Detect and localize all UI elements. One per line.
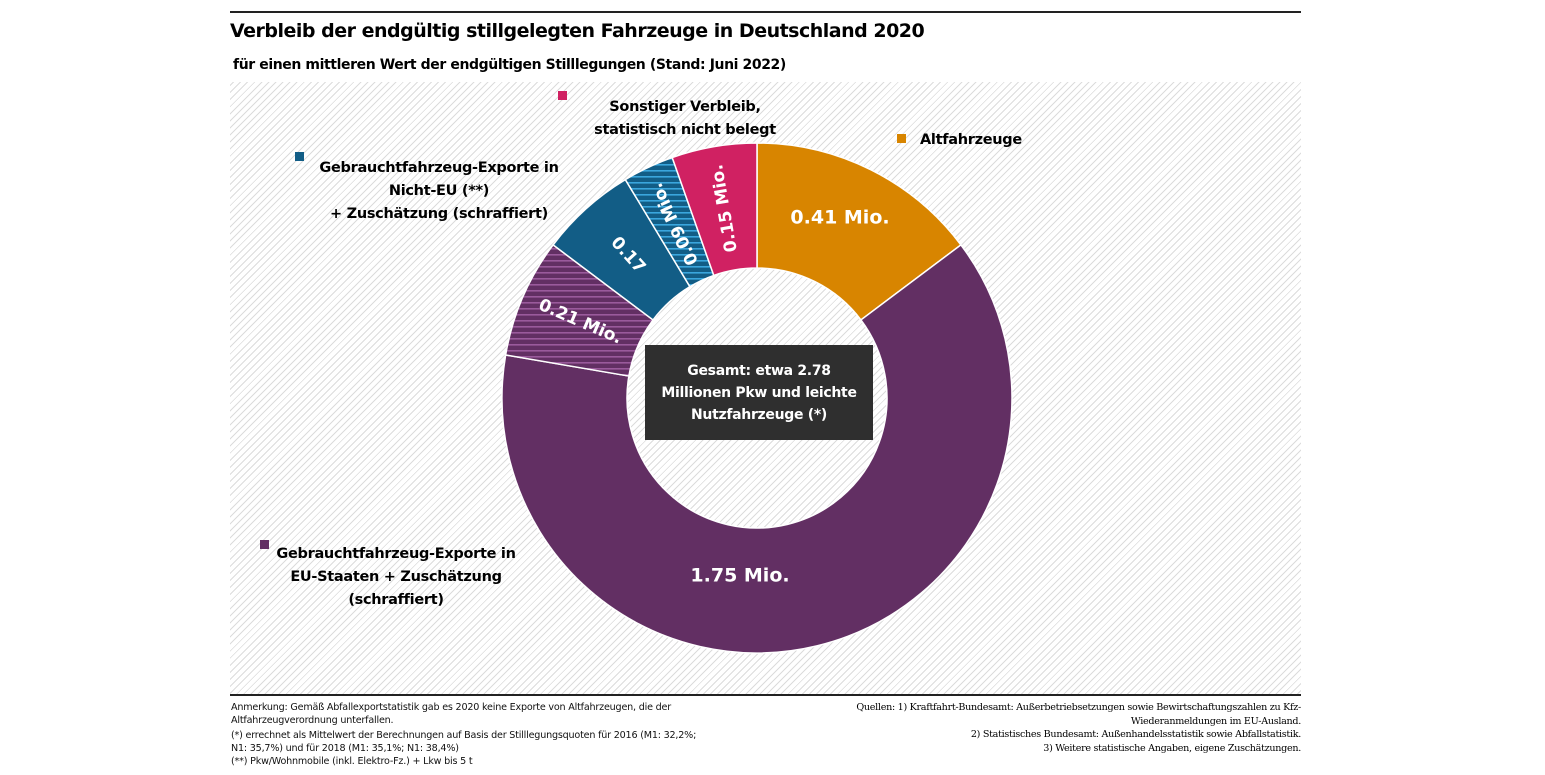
chart-title: Verbleib der endgültig stillgelegten Fah… [230,20,925,42]
slice-value-label-2: 1.75 Mio. [690,565,789,587]
chart-subtitle: für einen mittleren Wert der endgültigen… [233,57,786,73]
donut-slice-1 [756,142,962,321]
legend-line: Gebrauchtfahrzeug-Exporte in [319,160,559,176]
footnote-double-asterisk: (**) Pkw/Wohnmobile (inkl. Elektro-Fz.) … [231,756,473,767]
legend-swatch-altfahrzeuge [897,134,906,143]
source-line: 2) Statistisches Bundesamt: Außenhandels… [970,729,1301,740]
legend-label-altfahrzeuge: Altfahrzeuge [920,129,1022,152]
total-line: Nutzfahrzeuge (*) [691,406,827,423]
legend-label-sonstiger: Sonstiger Verbleib, statistisch nicht be… [580,96,790,142]
footnote-asterisk: (*) errechnet als Mittelwert der Berechn… [231,730,697,754]
legend-label-nicht-eu: Gebrauchtfahrzeug-Exporte in Nicht-EU (*… [308,157,570,226]
legend-line: (schraffiert) [348,592,444,608]
source-line: Quellen: 1) Kraftfahrt-Bundesamt: Außerb… [856,702,1301,713]
footnote-remark: Anmerkung: Gemäß Abfallexportstatistik g… [231,702,671,726]
legend-line: EU-Staaten + Zuschätzung [290,569,502,585]
slice-value-label-1: 0.41 Mio. [790,207,889,229]
total-line: Millionen Pkw und leichte [661,384,857,401]
legend-line: Nicht-EU (**) [388,183,490,199]
donut-slice-2 [501,243,1013,654]
legend-swatch-sonstiger [558,91,567,100]
legend-swatch-eu [260,540,269,549]
bottom-rule [230,694,1301,696]
source-line: 3) Weitere statistische Angaben, eigene … [1043,742,1301,754]
sources: Quellen: 1) Kraftfahrt-Bundesamt: Außerb… [831,701,1301,755]
legend-line: Altfahrzeuge [920,132,1022,148]
top-rule [230,11,1301,13]
legend-label-eu: Gebrauchtfahrzeug-Exporte in EU-Staaten … [276,543,516,612]
footnotes: Anmerkung: Gemäß Abfallexportstatistik g… [231,701,711,770]
legend-line: Sonstiger Verbleib, [609,99,761,115]
legend-line: + Zuschätzung (schraffiert) [330,206,548,222]
legend-line: Gebrauchtfahrzeug-Exporte in [276,546,516,562]
legend-line: statistisch nicht belegt [594,122,776,138]
total-summary-box: Gesamt: etwa 2.78 Millionen Pkw und leic… [645,345,873,440]
source-line: Wiederanmeldungen im EU-Ausland. [1130,715,1301,727]
total-line: Gesamt: etwa 2.78 [687,362,831,379]
donut-slice-6 [671,142,758,277]
legend-swatch-nicht-eu [295,152,304,161]
